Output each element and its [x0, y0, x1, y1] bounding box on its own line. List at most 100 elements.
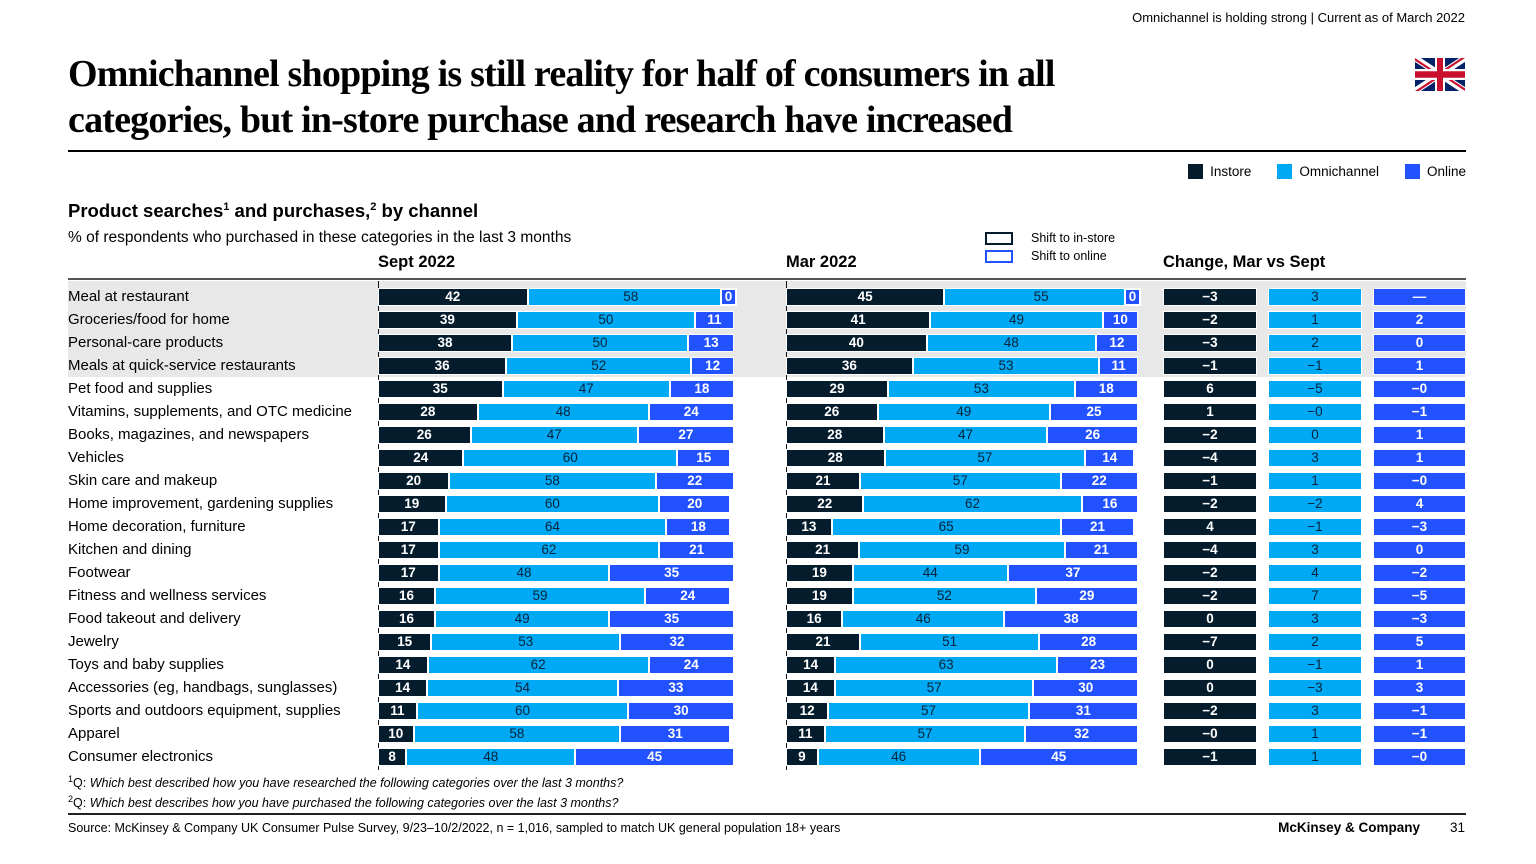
sept-bar: 19 60 20 — [378, 494, 734, 513]
table-row: Meals at quick-service restaurants 36 52 12… — [68, 354, 1466, 377]
bar-segment-online: 35 — [609, 563, 734, 582]
page-title: Omnichannel shopping is still reality fo… — [68, 52, 1398, 143]
mar-bar: 21 57 22 — [786, 471, 1138, 490]
sept-bar: 10 58 31 — [378, 724, 734, 743]
bar-segment-instore: 24 — [378, 448, 464, 467]
change-cell-instore: 0 — [1163, 678, 1257, 697]
bar-segment-online: 22 — [1060, 471, 1138, 490]
legend-label: Online — [1426, 164, 1466, 179]
column-header-sept: Sept 2022 — [378, 253, 456, 271]
bar-segment-instore: 14 — [786, 678, 835, 697]
change-cell-online: 3 — [1373, 678, 1466, 697]
bar-segment-instore: 36 — [378, 356, 507, 375]
bar-segment-online: 0 — [1124, 287, 1141, 306]
footnote-text: Which best describes how you have purcha… — [89, 796, 619, 811]
bar-segment-omnichannel: 52 — [852, 586, 1036, 605]
bar-segment-online: 11 — [1099, 356, 1138, 375]
footnote-label: Q: — [73, 776, 90, 791]
bar-segment-omnichannel: 62 — [863, 494, 1082, 513]
mar-bar: 19 44 37 — [786, 563, 1138, 582]
change-cell-instore: −0 — [1163, 724, 1257, 743]
change-cell-omnichannel: −5 — [1268, 379, 1362, 398]
mar-bar: 40 48 12 — [786, 333, 1138, 352]
bar-segment-instore: 11 — [786, 724, 825, 743]
bar-segment-online: 38 — [1004, 609, 1138, 628]
table-row: Vitamins, supplements, and OTC medicine 2… — [68, 400, 1466, 423]
bar-segment-omnichannel: 62 — [427, 655, 649, 674]
bar-segment-instore: 11 — [378, 701, 417, 720]
table-row: Fitness and wellness services 16 59 24 19 52 2… — [68, 584, 1466, 607]
bar-segment-online: 30 — [628, 701, 734, 720]
change-cell-instore: −3 — [1163, 287, 1257, 306]
bar-segment-instore: 16 — [378, 609, 435, 628]
category-label: Home decoration, furniture — [68, 518, 246, 535]
bar-segment-instore: 15 — [378, 632, 432, 651]
table-row: Apparel 10 58 31 11 57 32 −0 1 −1 — [68, 722, 1466, 745]
bar-segment-online: 22 — [655, 471, 734, 490]
table-row: Toys and baby supplies 14 62 24 14 63 23 0 −1 1 — [68, 653, 1466, 676]
change-cell-omnichannel: 1 — [1268, 747, 1362, 766]
bar-segment-online: 24 — [648, 402, 734, 421]
change-cell-online: −0 — [1373, 379, 1466, 398]
change-cell-omnichannel: 1 — [1268, 310, 1362, 329]
bar-segment-online: 32 — [1025, 724, 1138, 743]
bar-segment-instore: 40 — [786, 333, 927, 352]
change-cell-instore: −2 — [1163, 586, 1257, 605]
change-cell-omnichannel: −0 — [1268, 402, 1362, 421]
bar-segment-online: 21 — [659, 540, 734, 559]
bar-segment-omnichannel: 65 — [831, 517, 1061, 536]
bar-segment-online: 13 — [688, 333, 734, 352]
bar-segment-instore: 22 — [786, 494, 864, 513]
mar-bar: 36 53 11 — [786, 356, 1138, 375]
rows: Meal at restaurant 42 58 0 45 55 0 −3 3— Grocerie… — [68, 281, 1466, 770]
change-cell-omnichannel: 3 — [1268, 448, 1362, 467]
change-cell-instore: 1 — [1163, 402, 1257, 421]
change-cell-online: 0 — [1373, 333, 1466, 352]
change-cell-online: −2 — [1373, 563, 1466, 582]
footer-right: McKinsey & Company 31 — [1278, 820, 1465, 835]
mar-bar: 14 57 30 — [786, 678, 1138, 697]
bar-segment-omnichannel: 60 — [416, 701, 629, 720]
change-cell-online: 4 — [1373, 494, 1466, 513]
bar-segment-online: 24 — [644, 586, 731, 605]
change-cell-online: 1 — [1373, 425, 1466, 444]
bar-segment-omnichannel: 60 — [445, 494, 660, 513]
category-label: Groceries/food for home — [68, 311, 230, 328]
bar-segment-online: 30 — [1033, 678, 1138, 697]
category-label: Home improvement, gardening supplies — [68, 495, 334, 512]
sept-bar: 36 52 12 — [378, 356, 734, 375]
category-label: Books, magazines, and newspapers — [68, 426, 309, 443]
change-cell-online: — — [1373, 287, 1466, 306]
mar-bar: 28 47 26 — [786, 425, 1138, 444]
column-header-change: Change, Mar vs Sept — [1163, 253, 1326, 271]
bar-segment-online: 10 — [1102, 310, 1138, 329]
change-cell-omnichannel: 3 — [1268, 701, 1362, 720]
bar-segment-instore: 41 — [786, 310, 931, 329]
bar-segment-omnichannel: 47 — [883, 425, 1048, 444]
table-row: Home decoration, furniture 17 64 18 13 65 21 4−… — [68, 515, 1466, 538]
chart-subtitle: % of respondents who purchased in these … — [68, 229, 572, 246]
category-label: Consumer electronics — [68, 748, 214, 765]
bar-segment-instore: 45 — [786, 287, 945, 306]
change-cell-omnichannel: −1 — [1268, 517, 1362, 536]
change-cell-omnichannel: 7 — [1268, 586, 1362, 605]
table-row: Food takeout and delivery 16 49 35 16 46 38 0 3−… — [68, 607, 1466, 630]
bar-segment-instore: 10 — [378, 724, 414, 743]
change-cell-instore: 6 — [1163, 379, 1257, 398]
mar-bar: 19 52 29 — [786, 586, 1138, 605]
page-number: 31 — [1449, 820, 1465, 835]
bar-segment-instore: 9 — [786, 747, 818, 766]
bar-segment-online: 11 — [694, 310, 734, 329]
bar-segment-online: 29 — [1035, 586, 1138, 605]
mar-bar: 16 46 38 — [786, 609, 1138, 628]
change-cell-online: −3 — [1373, 609, 1466, 628]
change-cell-online: 2 — [1373, 310, 1466, 329]
mar-bar: 21 59 21 — [786, 540, 1138, 559]
bar-segment-online: 14 — [1085, 448, 1135, 467]
mar-bar: 14 63 23 — [786, 655, 1138, 674]
bar-segment-omnichannel: 50 — [516, 310, 695, 329]
bar-segment-omnichannel: 49 — [877, 402, 1050, 421]
bar-segment-online: 45 — [575, 747, 734, 766]
bar-segment-omnichannel: 48 — [477, 402, 649, 421]
